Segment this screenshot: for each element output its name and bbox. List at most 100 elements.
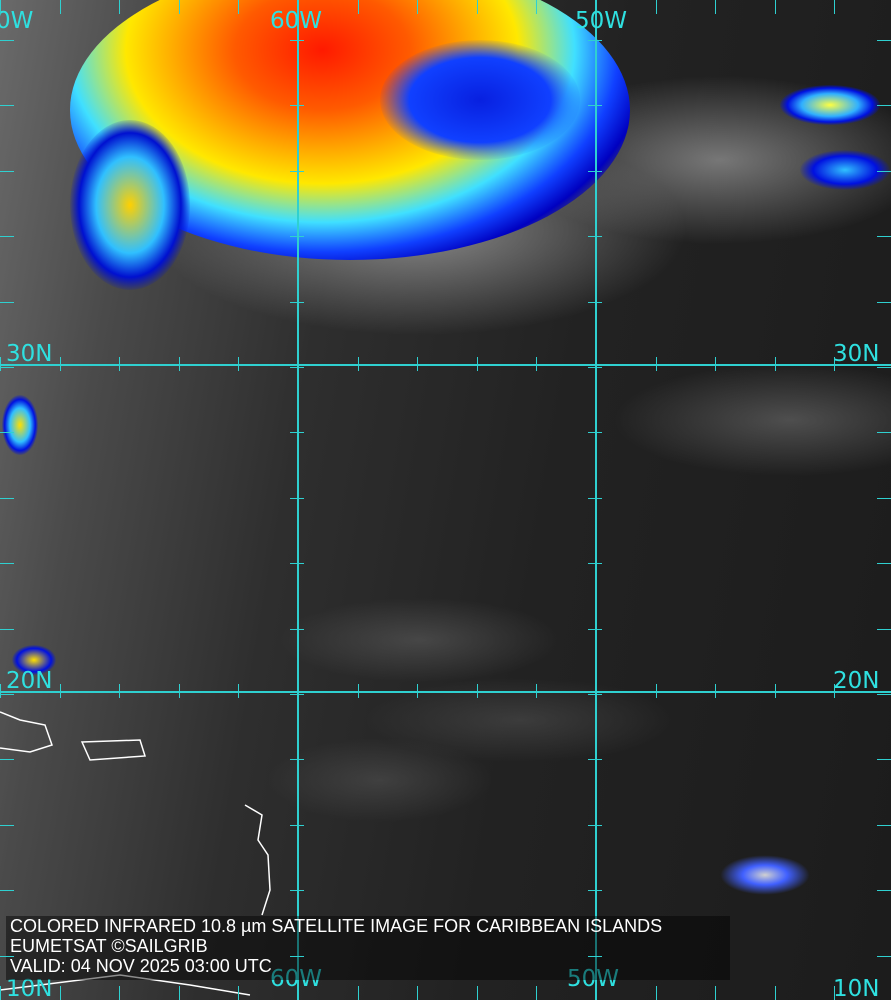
tick-mark	[0, 955, 14, 957]
tick-mark	[588, 367, 602, 368]
tick-mark	[588, 563, 602, 565]
tick-mark	[290, 170, 304, 172]
tick-mark	[238, 0, 240, 14]
tick-mark	[178, 357, 180, 371]
tick-mark	[357, 357, 359, 371]
tick-mark	[178, 0, 180, 14]
tick-mark	[298, 357, 299, 371]
tick-mark	[290, 367, 304, 368]
tick-mark	[59, 684, 61, 698]
tick-mark	[476, 0, 478, 14]
cloud-west-cell	[2, 395, 38, 455]
tick-mark	[0, 628, 14, 630]
tick-mark	[417, 0, 419, 14]
tick-mark	[596, 986, 597, 1000]
tick-mark	[774, 357, 776, 371]
tick-mark	[357, 986, 359, 1000]
tick-mark	[290, 759, 304, 761]
tick-mark	[476, 357, 478, 371]
parallel-20n	[0, 691, 891, 693]
tick-mark	[290, 563, 304, 565]
tick-mark	[178, 986, 180, 1000]
label-20n-right: 20N	[833, 668, 880, 694]
tick-mark	[298, 986, 299, 1000]
tick-mark	[0, 684, 1, 698]
tick-mark	[417, 684, 419, 698]
tick-mark	[119, 986, 121, 1000]
tick-mark	[0, 432, 14, 434]
tick-mark	[715, 0, 717, 14]
tick-mark	[536, 0, 538, 14]
tick-mark	[877, 824, 891, 826]
tick-mark	[596, 684, 597, 698]
tick-mark	[0, 367, 14, 368]
tick-mark	[119, 0, 121, 14]
label-70w: 0W	[0, 8, 34, 34]
tick-mark	[238, 357, 240, 371]
caption-valid-time: VALID: 04 NOV 2025 03:00 UTC	[10, 956, 272, 976]
tick-mark	[774, 684, 776, 698]
tick-mark	[417, 357, 419, 371]
tick-mark	[834, 357, 836, 371]
tick-mark	[0, 357, 1, 371]
tick-mark	[774, 0, 776, 14]
label-60w-top: 60W	[270, 8, 323, 34]
meridian-60w	[297, 0, 299, 1000]
cloud-east-streak-2	[800, 150, 890, 190]
tick-mark	[417, 986, 419, 1000]
tick-mark	[588, 40, 602, 41]
tick-mark	[834, 684, 836, 698]
tick-mark	[298, 0, 299, 14]
tick-mark	[0, 105, 14, 107]
cloud-small-cell	[12, 645, 56, 675]
tick-mark	[0, 824, 14, 826]
label-10n-left: 10N	[6, 976, 53, 1000]
tick-mark	[877, 105, 891, 107]
tick-mark	[59, 357, 61, 371]
tick-mark	[476, 986, 478, 1000]
tick-mark	[588, 694, 602, 695]
tick-mark	[238, 986, 240, 1000]
tick-mark	[0, 301, 14, 303]
cloud-east-streak	[780, 85, 880, 125]
tick-mark	[588, 236, 602, 238]
tick-mark	[290, 824, 304, 826]
tick-mark	[596, 357, 597, 371]
tick-mark	[476, 684, 478, 698]
tick-mark	[877, 432, 891, 434]
label-30n-right: 30N	[833, 341, 880, 367]
tick-mark	[536, 684, 538, 698]
tick-mark	[59, 986, 61, 1000]
tick-mark	[290, 955, 304, 957]
tick-mark	[298, 684, 299, 698]
tick-mark	[588, 432, 602, 434]
caption-credit: EUMETSAT ©SAILGRIB	[10, 936, 208, 956]
tick-mark	[178, 684, 180, 698]
south-america-coast	[0, 974, 251, 996]
tick-mark	[536, 357, 538, 371]
tick-mark	[588, 628, 602, 630]
tick-mark	[0, 170, 14, 172]
tick-mark	[0, 0, 1, 14]
label-30n-left: 30N	[6, 341, 53, 367]
tick-mark	[59, 0, 61, 14]
tick-mark	[290, 694, 304, 695]
tick-mark	[877, 367, 891, 368]
tick-mark	[877, 40, 891, 41]
tick-mark	[877, 497, 891, 499]
cloud-west-edge	[70, 120, 190, 290]
tick-mark	[834, 0, 836, 14]
tick-mark	[774, 986, 776, 1000]
cloud-blue-band	[380, 40, 580, 160]
tick-mark	[238, 684, 240, 698]
tick-mark	[290, 236, 304, 238]
tick-mark	[588, 890, 602, 892]
tick-mark	[588, 824, 602, 826]
tick-mark	[877, 301, 891, 303]
tick-mark	[877, 563, 891, 565]
label-50w-bottom: 50W	[567, 966, 620, 992]
tick-mark	[877, 170, 891, 172]
tick-mark	[715, 684, 717, 698]
tick-mark	[715, 986, 717, 1000]
